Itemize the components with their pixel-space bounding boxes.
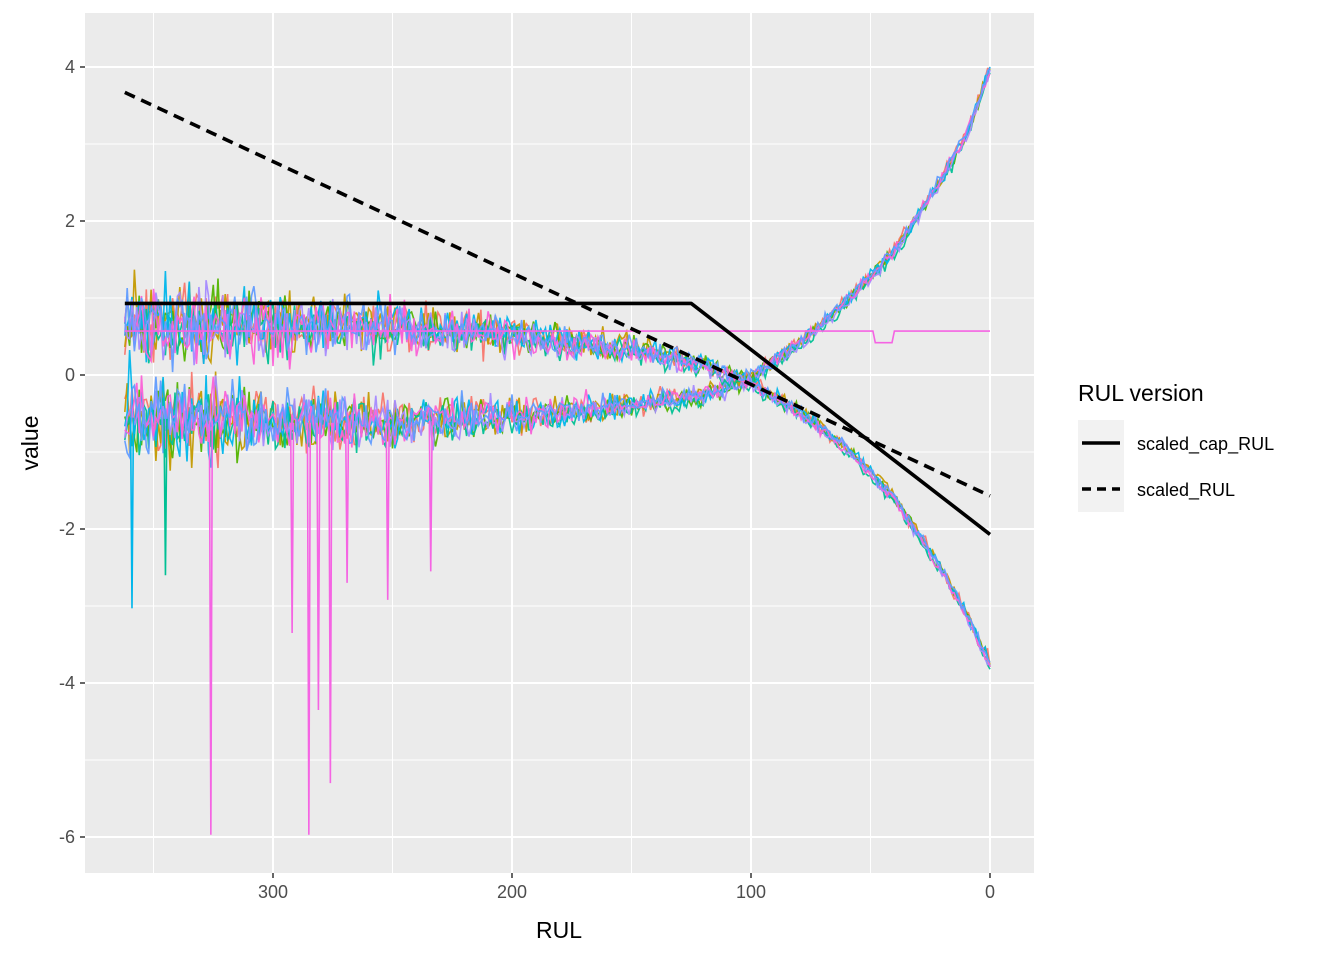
sensor-trace xyxy=(124,288,991,668)
legend: RUL version scaled_cap_RUL scaled_RUL xyxy=(1078,380,1274,512)
x-tick-label: 0 xyxy=(985,882,995,902)
sensor-trace-flat xyxy=(124,330,990,344)
y-tick-label: -4 xyxy=(59,673,75,693)
sensor-traces xyxy=(124,66,991,835)
sensor-spike xyxy=(328,422,333,784)
sensor-spike xyxy=(289,422,295,633)
rul-series xyxy=(124,90,992,536)
sensor-spike xyxy=(129,417,135,609)
y-tick-label: 4 xyxy=(65,57,75,77)
legend-label-scaled-cap-rul: scaled_cap_RUL xyxy=(1137,434,1274,455)
sensor-trace xyxy=(124,286,991,663)
series-line-scaled-RUL xyxy=(124,90,991,498)
sensor-spike xyxy=(428,421,433,572)
sensor-spike xyxy=(344,422,350,583)
sensor-spike xyxy=(208,420,214,835)
x-tick-label: 100 xyxy=(736,882,766,902)
legend-title: RUL version xyxy=(1078,380,1204,406)
y-tick-label: -2 xyxy=(59,519,75,539)
y-tick-label: 2 xyxy=(65,211,75,231)
series-line-scaled-cap-RUL xyxy=(124,301,992,536)
y-tick-label: 0 xyxy=(65,365,75,385)
sensor-spike xyxy=(163,418,168,576)
sensor-spike xyxy=(316,422,321,710)
sensor-trace xyxy=(124,69,991,451)
sensor-spike xyxy=(385,422,390,600)
sensor-trace xyxy=(124,67,991,461)
y-axis: 4 2 0 -2 -4 -6 xyxy=(59,57,85,847)
legend-label-scaled-rul: scaled_RUL xyxy=(1137,480,1235,501)
major-gridlines xyxy=(85,13,1034,873)
x-axis-title: RUL xyxy=(536,917,582,943)
x-tick-label: 300 xyxy=(258,882,288,902)
sensor-spike xyxy=(306,422,312,835)
y-tick-label: -6 xyxy=(59,827,75,847)
x-axis: 300 200 100 0 xyxy=(258,873,995,902)
y-axis-title: value xyxy=(17,416,43,471)
x-tick-label: 200 xyxy=(497,882,527,902)
